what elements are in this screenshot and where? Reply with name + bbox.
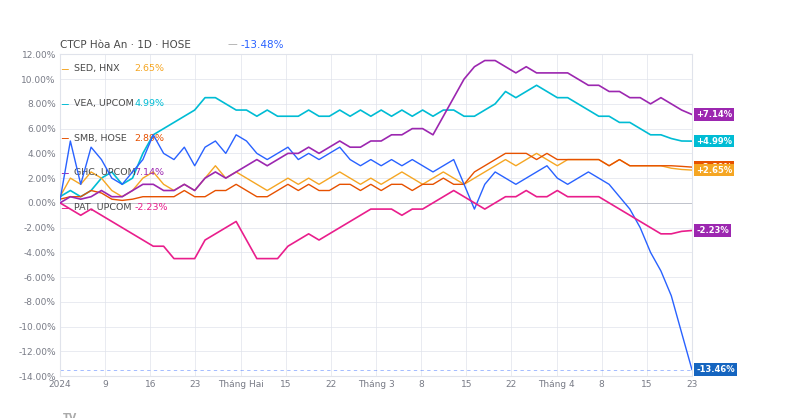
Text: -2.23%: -2.23% (696, 226, 729, 235)
Text: GHC, UPCOM: GHC, UPCOM (74, 168, 136, 177)
Text: ─: ─ (62, 133, 68, 143)
Text: +2.89%: +2.89% (696, 163, 732, 172)
Text: -2.23%: -2.23% (134, 203, 168, 212)
Text: 7.14%: 7.14% (134, 168, 165, 177)
Text: -13.46%: -13.46% (696, 365, 734, 374)
Text: TV: TV (63, 413, 78, 418)
Text: ─: ─ (62, 64, 68, 74)
Text: ─: ─ (62, 99, 68, 109)
Text: SED, HNX: SED, HNX (74, 64, 119, 73)
Text: 2.89%: 2.89% (134, 133, 165, 143)
Text: -13.48%: -13.48% (240, 40, 284, 49)
Text: CTCP Hòa An · 1D · HOSE: CTCP Hòa An · 1D · HOSE (60, 40, 191, 49)
Text: +7.14%: +7.14% (696, 110, 732, 119)
Text: ─: ─ (62, 203, 68, 213)
Text: +2.65%: +2.65% (696, 166, 733, 175)
Text: ─: ─ (62, 168, 68, 178)
Text: 2.65%: 2.65% (134, 64, 165, 73)
Text: PAT, UPCOM: PAT, UPCOM (74, 203, 131, 212)
Text: VEA, UPCOM: VEA, UPCOM (74, 99, 134, 108)
Text: —: — (227, 40, 238, 49)
Text: 4.99%: 4.99% (134, 99, 165, 108)
Text: SMB, HOSE: SMB, HOSE (74, 133, 126, 143)
Text: +4.99%: +4.99% (696, 137, 732, 145)
